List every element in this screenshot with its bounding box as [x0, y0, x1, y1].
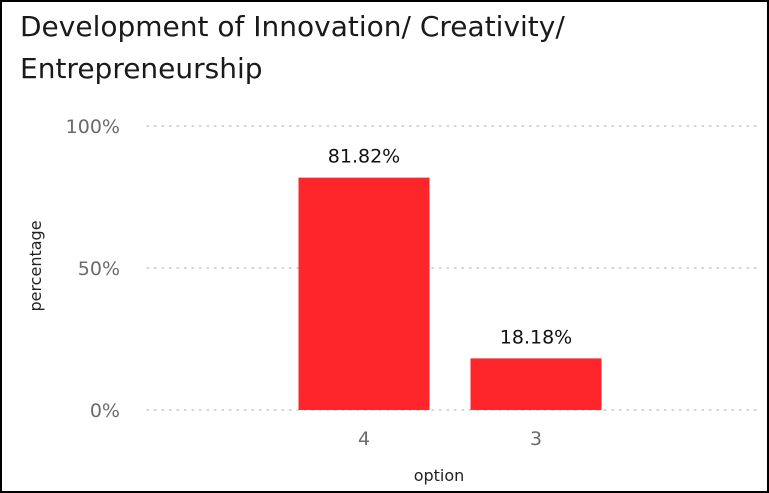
- gridlines: [146, 125, 763, 411]
- x-tick-label: 4: [358, 428, 370, 450]
- chart-title: Development of Innovation/ Creativity/ E…: [20, 10, 565, 85]
- y-tick-label: 50%: [78, 258, 120, 280]
- data-labels: 81.82% 18.18%: [328, 146, 572, 349]
- y-tick-label: 100%: [66, 116, 120, 138]
- y-tick-label: 0%: [90, 400, 120, 422]
- x-tick-label: 3: [530, 428, 542, 450]
- bars: [298, 177, 602, 410]
- y-axis-ticks: 0% 50% 100%: [66, 116, 120, 422]
- bar-3[interactable]: [470, 358, 602, 410]
- bar-4[interactable]: [298, 177, 430, 410]
- data-label: 81.82%: [328, 146, 400, 168]
- data-label: 18.18%: [500, 326, 572, 348]
- x-axis-title: option: [414, 466, 465, 485]
- y-axis-title: percentage: [26, 220, 45, 311]
